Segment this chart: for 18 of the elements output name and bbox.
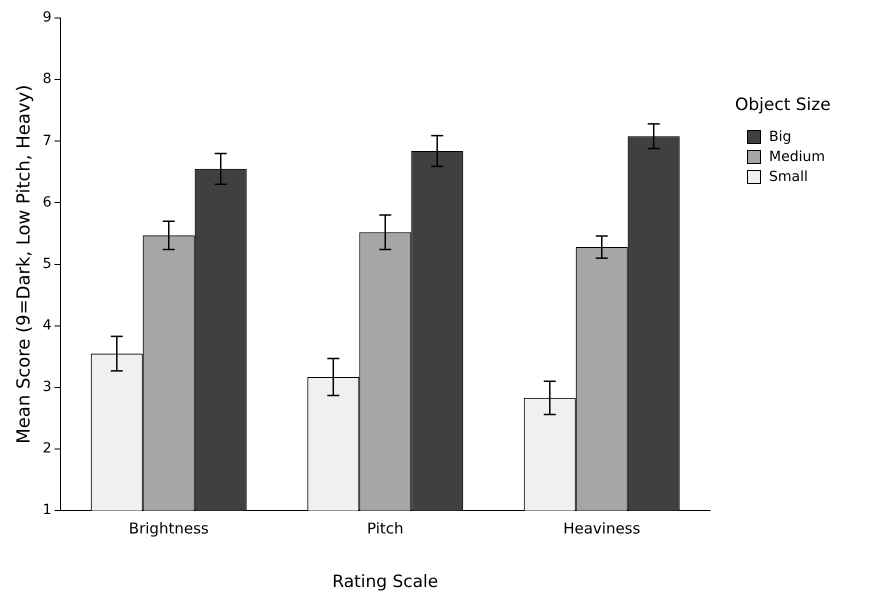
x-axis-title: Rating Scale [332, 572, 438, 592]
y-tick-label: 3 [42, 379, 52, 396]
legend-label: Medium [769, 149, 825, 165]
y-tick-label: 6 [42, 194, 52, 210]
text: Small [769, 169, 808, 185]
legend-label: Big [769, 129, 792, 145]
x-tick-label: Pitch [366, 519, 404, 538]
y-tick-label: 5 [42, 256, 52, 272]
x-tick-label: Brightness [128, 519, 209, 538]
y-tick-label: 4 [42, 318, 52, 334]
x-tick-label: Heaviness [563, 519, 640, 538]
legend-title: Object Size [735, 95, 831, 115]
y-tick-label: 7 [42, 132, 52, 149]
y-tick-label: 9 [42, 10, 52, 26]
y-tick-label: 1 [42, 502, 52, 518]
y-axis-title: Mean Score (9=Dark, Low Pitch, Heavy) [13, 84, 34, 444]
y-tick-label: 2 [42, 440, 52, 457]
y-tick-label: 8 [42, 71, 52, 88]
